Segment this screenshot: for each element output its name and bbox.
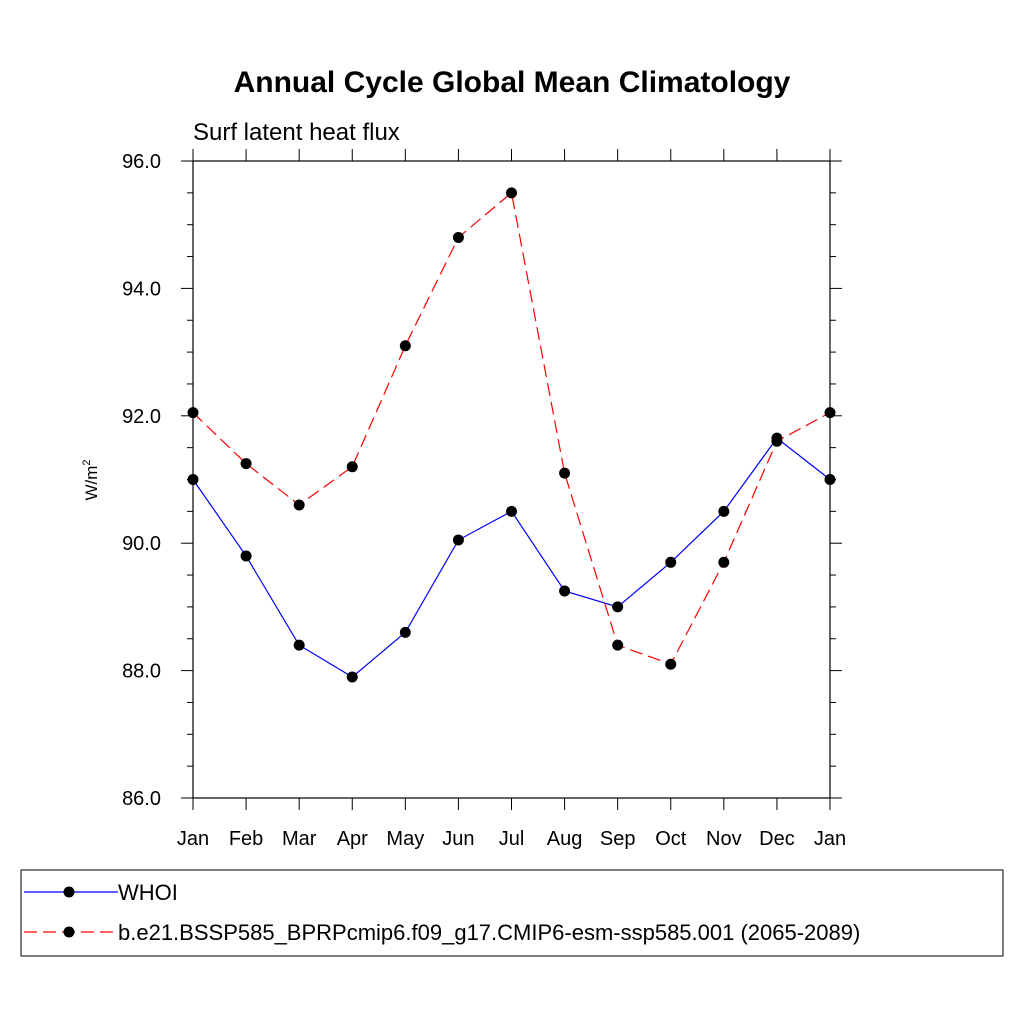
x-tick-label: May [386, 828, 424, 850]
x-tick-label: Mar [282, 828, 317, 850]
series-1-point [240, 458, 252, 470]
x-tick-label: Feb [229, 828, 263, 850]
legend-marker-1 [63, 926, 75, 938]
y-axis-label: W/m2 [81, 459, 101, 500]
y-tick-labels: 86.0 88.0 90.0 92.0 94.0 96.0 [122, 151, 161, 810]
series-0-point [346, 671, 358, 683]
y-tick-label: 92.0 [122, 406, 161, 428]
x-tick-label: Apr [337, 828, 368, 850]
x-tick-label: Oct [655, 828, 687, 850]
x-tick-label: Jul [499, 828, 525, 850]
series-0-point [187, 474, 199, 485]
y-tick-label: 90.0 [122, 533, 161, 555]
series-0-point [399, 626, 411, 638]
series-0-point [718, 505, 730, 517]
x-tick-label: Nov [706, 828, 742, 850]
x-tick-label: Sep [600, 828, 636, 850]
series-1-point [612, 639, 624, 651]
series-1-point [452, 231, 464, 243]
plot-frame [192, 160, 831, 799]
series-1-point [187, 407, 199, 419]
svg-text:W/m2: W/m2 [81, 459, 101, 500]
series-1-point [506, 187, 517, 199]
series-0-point [665, 556, 677, 568]
series-1-point [399, 340, 411, 352]
series-0-point [452, 534, 464, 546]
y-axis-label-sup: 2 [81, 459, 93, 465]
series-1-point [559, 467, 571, 479]
series-1-point [293, 499, 305, 511]
series-0-point [612, 601, 624, 613]
x-tick-label: Aug [547, 828, 583, 850]
series-1-point [346, 461, 358, 473]
x-tick-label: Jan [177, 828, 209, 850]
series-0-point [240, 550, 252, 562]
legend-box [20, 869, 1004, 957]
y-tick-label: 88.0 [122, 661, 161, 683]
legend: WHOI b.e21.BSSP585_BPRPcmip6.f09_g17.CMIP… [24, 880, 860, 945]
y-tick-label: 96.0 [122, 151, 161, 173]
chart-subtitle: Surf latent heat flux [193, 119, 400, 146]
series-0-point [824, 474, 836, 485]
x-tick-labels: Jan Feb Mar Apr May Jun Jul Aug Sep Oct Nov Dec Jan [177, 828, 846, 850]
series-line-0 [192, 437, 831, 678]
chart-title: Annual Cycle Global Mean Climatology [234, 66, 791, 99]
legend-label-0: WHOI [118, 880, 178, 905]
y-tick-label: 94.0 [122, 278, 161, 300]
series-1-point [718, 556, 730, 568]
y-axis-label-base: W/m [82, 466, 101, 501]
series-lines [187, 187, 836, 683]
series-0-point [559, 585, 571, 597]
series-0-point [293, 639, 305, 651]
y-tick-label: 86.0 [122, 788, 161, 810]
series-line-1 [192, 191, 831, 665]
series-1-point [824, 407, 836, 419]
x-tick-label: Jan [814, 828, 846, 850]
legend-marker-0 [63, 886, 75, 898]
x-tick-label: Dec [759, 828, 795, 850]
x-tick-label: Jun [442, 828, 474, 850]
series-0-point [506, 505, 517, 517]
series-1-point [771, 435, 783, 447]
legend-label-1: b.e21.BSSP585_BPRPcmip6.f09_g17.CMIP6-es… [118, 920, 860, 945]
series-1-point [665, 658, 677, 670]
axis-ticks [181, 149, 842, 810]
